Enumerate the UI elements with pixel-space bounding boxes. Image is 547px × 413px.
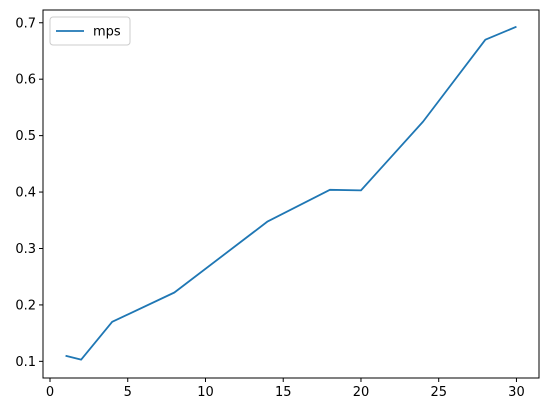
y-tick-label: 0.4 [15,186,36,201]
y-tick-label: 0.7 [15,16,36,31]
y-tick-label: 0.1 [15,355,36,370]
x-tick-label: 25 [430,385,447,400]
y-tick-label: 0.3 [15,242,36,257]
legend-label-mps: mps [93,25,121,40]
x-tick-label: 5 [124,385,132,400]
legend-box [49,16,131,46]
plot-area [43,10,539,378]
x-tick-label: 10 [197,385,214,400]
x-tick-label: 20 [353,385,370,400]
x-tick-label: 30 [508,385,525,400]
y-tick-label: 0.2 [15,298,36,313]
series-line-mps [65,25,517,361]
x-tick-label: 15 [275,385,292,400]
y-tick-label: 0.5 [15,129,36,144]
x-tick-label: 0 [46,385,54,400]
plot-frame [42,9,540,379]
y-tick-label: 0.6 [15,73,36,88]
legend: mps [49,16,131,46]
